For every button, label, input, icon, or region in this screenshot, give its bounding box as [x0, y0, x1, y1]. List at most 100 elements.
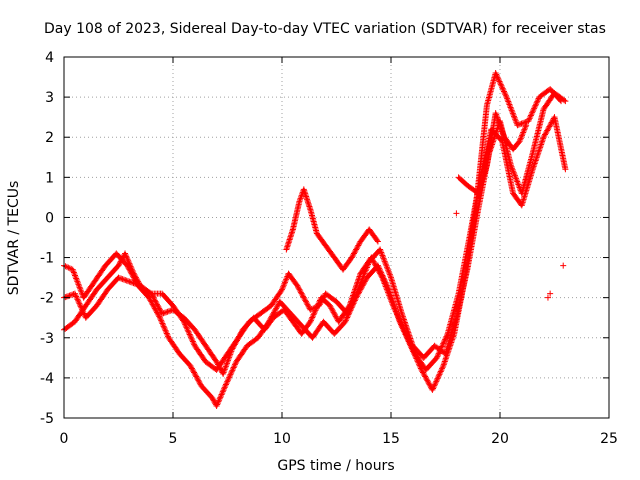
data-point-track-c: [376, 265, 383, 272]
data-point-track-c: [77, 285, 84, 292]
data-point-track-c: [216, 397, 223, 404]
data-point-track-b: [315, 300, 322, 307]
data-point-track-c: [499, 84, 506, 91]
data-point-track-a: [189, 337, 196, 344]
chart-title: Day 108 of 2023, Sidereal Day-to-day VTE…: [44, 21, 606, 37]
data-point-track-a: [509, 166, 516, 173]
data-point-track-b: [369, 257, 376, 264]
data-point-track-b: [73, 294, 80, 301]
data-point-track-c: [397, 320, 404, 327]
data-point-track-b: [213, 358, 220, 365]
data-point-track-c: [417, 364, 424, 371]
data-point-track-b: [438, 343, 445, 350]
data-point-track-a: [508, 163, 515, 170]
data-point-track-c: [343, 315, 350, 322]
data-point-track-c: [532, 102, 539, 109]
data-point-track-c: [525, 118, 532, 125]
data-point-track-c: [146, 294, 153, 301]
data-point-track-a: [305, 302, 312, 309]
data-point-track-a: [187, 334, 194, 341]
data-point-track-b: [313, 305, 320, 312]
data-point-track-c: [231, 361, 238, 368]
data-point-track-a: [301, 296, 308, 303]
data-point-track-c: [357, 286, 364, 293]
data-point-track-c: [267, 316, 274, 323]
data-point-track-c: [495, 75, 502, 82]
data-point-track-c: [506, 102, 513, 109]
data-point-track-b: [77, 303, 84, 310]
data-point-track-c: [360, 281, 367, 288]
data-point-track-c: [514, 122, 521, 129]
data-point-track-b: [370, 258, 377, 265]
data-point-track-b: [236, 333, 243, 340]
data-point-track-c: [77, 287, 84, 294]
data-point-track-a: [297, 287, 304, 294]
data-point-track-a: [280, 282, 287, 289]
data-point-track-c: [229, 367, 236, 374]
data-point-track-c: [525, 116, 532, 123]
data-point-track-b: [307, 318, 314, 325]
data-point-track-e: [517, 136, 524, 143]
data-point-track-c: [384, 283, 391, 290]
data-point-track-b: [329, 306, 336, 313]
data-point-track-a: [377, 248, 384, 255]
data-point-track-c: [214, 401, 221, 408]
data-point-track-c: [530, 106, 537, 113]
data-point-track-c: [65, 264, 72, 271]
data-point-track-c: [420, 370, 427, 377]
data-point-track-b: [442, 335, 449, 342]
data-point-track-a: [300, 294, 307, 301]
data-point-track-c: [76, 284, 83, 291]
data-point-track-c: [128, 270, 135, 277]
data-point-track-c: [273, 305, 280, 312]
data-point-track-a: [382, 261, 389, 268]
data-point-track-a: [185, 328, 192, 335]
data-point-track-c: [272, 306, 279, 313]
data-point-track-b: [164, 308, 171, 315]
data-point-track-c: [358, 283, 365, 290]
data-point-track-b: [163, 309, 170, 316]
data-point-track-c: [494, 74, 501, 81]
data-point-track-a: [383, 264, 390, 271]
data-point-track-c: [512, 117, 519, 124]
data-point-track-c: [220, 387, 227, 394]
data-point-track-b: [326, 302, 333, 309]
data-point-track-c: [216, 395, 223, 402]
data-point-track-a: [513, 177, 520, 184]
data-point-track-c: [531, 105, 538, 112]
data-point-track-c: [132, 278, 139, 285]
data-point-track-c: [414, 356, 421, 363]
data-point-track-b: [368, 254, 375, 261]
data-point-track-c: [194, 376, 201, 383]
data-point-track-a: [377, 246, 384, 253]
data-point-track-c: [511, 114, 518, 121]
data-point-track-c: [432, 379, 439, 386]
data-point-track-b: [330, 309, 337, 316]
data-point-track-c: [439, 364, 446, 371]
y-tick-label: 3: [45, 90, 54, 106]
data-point-track-c: [230, 364, 237, 371]
data-point-track-c: [163, 329, 170, 336]
data-point-track-b: [80, 310, 87, 317]
data-point-track-a: [282, 277, 289, 284]
data-point-track-c: [557, 97, 564, 104]
data-point-track-c: [517, 121, 524, 128]
data-point-track-c: [218, 391, 225, 398]
data-point-track-c: [125, 265, 132, 272]
data-point-track-b: [126, 278, 133, 285]
data-point-track-c: [378, 271, 385, 278]
data-point-track-b: [235, 334, 242, 341]
data-point-track-b: [548, 119, 555, 126]
data-point-track-c: [403, 334, 410, 341]
data-point-track-c: [160, 321, 167, 328]
data-point-track-b: [75, 297, 82, 304]
data-point-track-c: [421, 372, 428, 379]
data-point-track-b: [237, 330, 244, 337]
data-point-track-c: [358, 285, 365, 292]
data-point-track-a: [385, 268, 392, 275]
data-point-track-d: [352, 247, 359, 254]
data-point-track-c: [361, 279, 368, 286]
data-point-track-b: [71, 290, 78, 297]
data-point-track-b: [122, 277, 129, 284]
data-point-track-a: [302, 298, 309, 305]
